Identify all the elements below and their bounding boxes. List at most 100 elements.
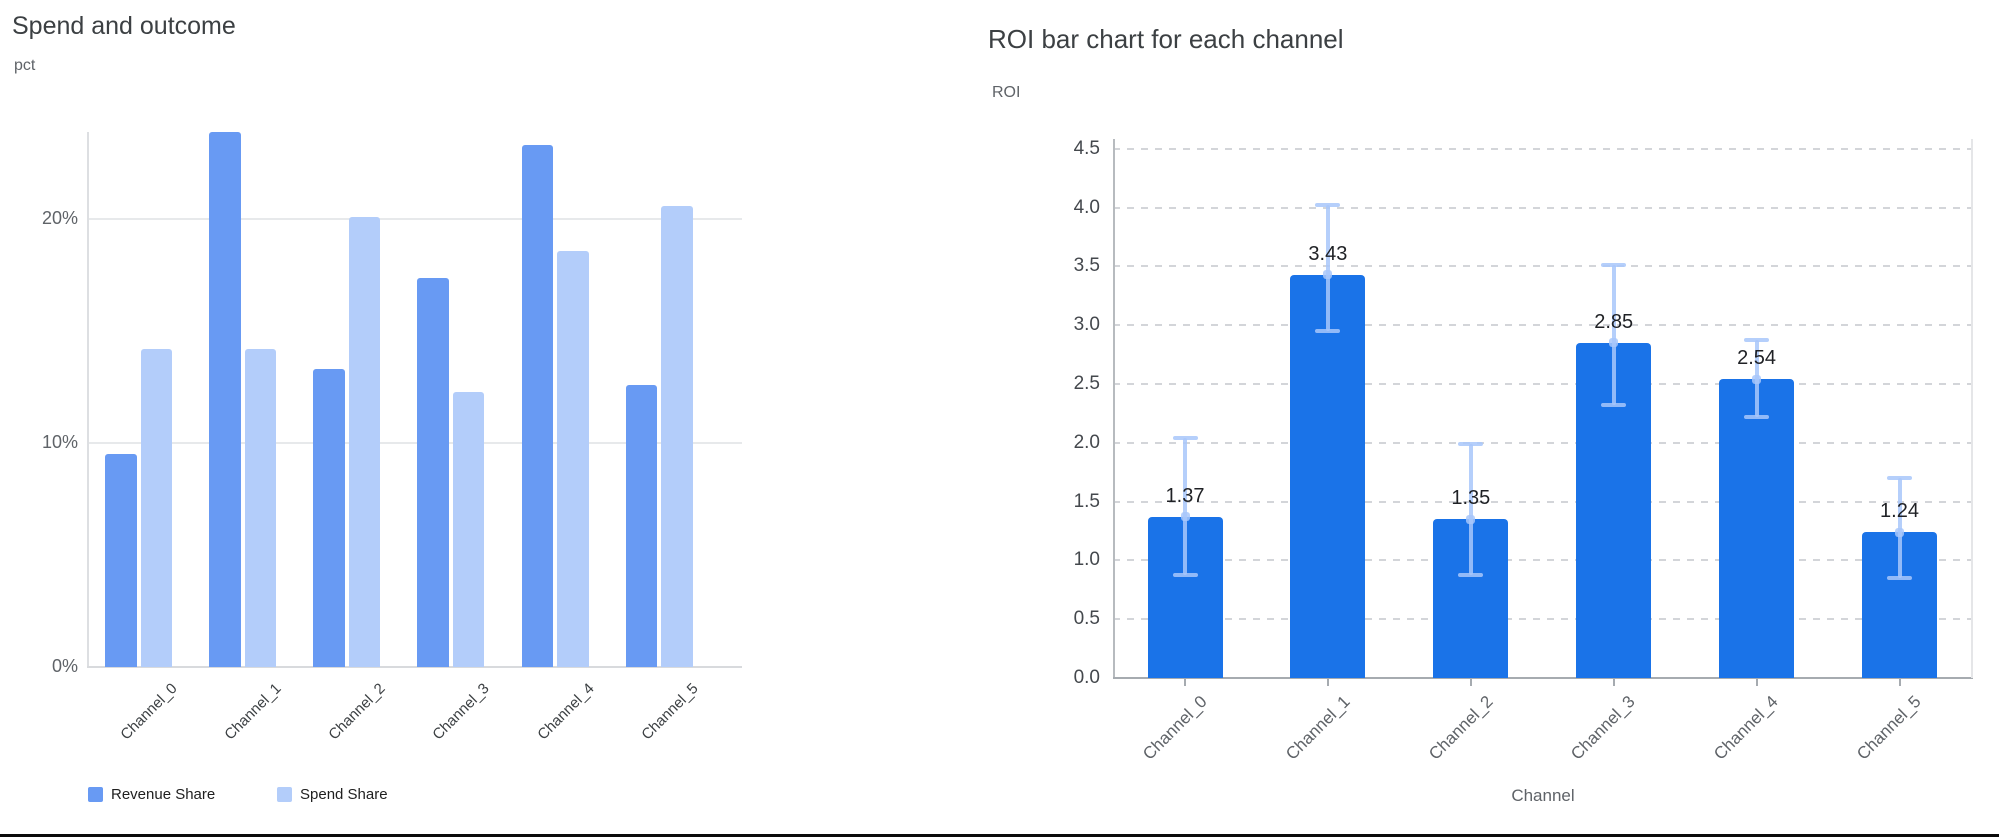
error-stem-channel_1 — [1325, 205, 1330, 332]
left-y-tick-20%: 20% — [41, 208, 78, 229]
right-gridline-1.5 — [1113, 500, 1973, 503]
bar-spend-share-channel_1 — [244, 349, 277, 667]
error-marker-channel_3 — [1609, 338, 1619, 348]
legend-swatch-revenue-share — [88, 786, 103, 802]
error-stem-channel_0 — [1183, 438, 1187, 575]
right-y-axis-line — [1113, 139, 1115, 678]
legend-item-revenue-share: Revenue Share — [88, 785, 216, 803]
roi-bar-channel_4 — [1719, 379, 1795, 678]
right-gridline-4.0 — [1113, 206, 1973, 209]
left-y-tick-10%: 10% — [41, 432, 78, 453]
right-x-label-channel_1: Channel_1 — [1281, 692, 1354, 764]
error-cap-top-channel_2 — [1458, 441, 1484, 446]
right-gridline-2.5 — [1113, 383, 1973, 385]
right-gridline-3.0 — [1113, 324, 1973, 327]
right-y-tick-2.0: 2.0 — [1073, 431, 1100, 453]
roi-value-label-channel_3: 2.85 — [1594, 310, 1634, 333]
bar-spend-share-channel_5 — [661, 205, 693, 667]
right-y-tick-1.0: 1.0 — [1073, 549, 1100, 571]
right-y-axis-unit-label: ROI — [992, 84, 1021, 101]
error-cap-bottom-channel_5 — [1887, 576, 1912, 581]
right-x-tick-channel_2 — [1469, 679, 1472, 686]
right-x-axis-line — [1113, 677, 1973, 679]
roi-value-label-channel_2: 1.35 — [1451, 487, 1491, 510]
error-marker-channel_1 — [1323, 270, 1333, 280]
right-gridline-3.5 — [1113, 265, 1973, 268]
legend-label-spend-share: Spend Share — [300, 785, 388, 803]
bar-revenue-share-channel_1 — [209, 132, 241, 667]
legend-label-revenue-share: Revenue Share — [111, 785, 216, 803]
error-marker-channel_5 — [1895, 527, 1904, 537]
error-cap-bottom-channel_4 — [1744, 414, 1770, 419]
error-cap-top-channel_4 — [1744, 338, 1770, 343]
right-x-label-channel_5: Channel_5 — [1853, 692, 1925, 764]
left-y-tick-0%: 0% — [51, 656, 78, 676]
right-x-label-channel_3: Channel_3 — [1567, 692, 1640, 764]
right-x-axis-title: Channel — [1511, 786, 1575, 805]
left-gridline-10% — [87, 442, 742, 445]
roi-value-label-channel_1: 3.43 — [1308, 242, 1348, 265]
roi-value-label-channel_4: 2.54 — [1737, 347, 1777, 370]
right-y-tick-4.0: 4.0 — [1073, 196, 1100, 218]
roi-value-label-channel_5: 1.24 — [1880, 500, 1919, 523]
bar-revenue-share-channel_4 — [521, 145, 554, 667]
right-y-tick-3.0: 3.0 — [1073, 314, 1100, 336]
right-y-tick-3.5: 3.5 — [1073, 255, 1100, 277]
right-x-label-channel_0: Channel_0 — [1138, 692, 1211, 764]
right-gridline-1.0 — [1113, 559, 1973, 562]
bar-revenue-share-channel_0 — [105, 454, 137, 667]
right-y-tick-4.5: 4.5 — [1073, 137, 1100, 159]
error-cap-top-channel_1 — [1315, 203, 1341, 208]
error-stem-channel_3 — [1611, 265, 1616, 406]
error-marker-channel_2 — [1466, 514, 1476, 524]
bar-spend-share-channel_0 — [140, 349, 172, 667]
bar-revenue-share-channel_2 — [313, 369, 345, 667]
right-x-tick-channel_5 — [1898, 679, 1901, 686]
error-cap-top-channel_3 — [1601, 263, 1627, 268]
roi-bar-channel_1 — [1290, 274, 1366, 678]
legend-swatch-spend-share — [277, 786, 292, 802]
error-stem-channel_2 — [1468, 443, 1473, 575]
left-x-axis-line — [87, 666, 742, 668]
error-marker-channel_0 — [1180, 512, 1190, 522]
bottom-divider — [0, 834, 1999, 837]
right-plot-right-border — [1971, 139, 1973, 678]
bar-revenue-share-channel_3 — [417, 277, 449, 667]
bar-spend-share-channel_4 — [557, 250, 589, 667]
left-gridline-20% — [87, 218, 742, 221]
left-y-axis-line — [87, 132, 89, 667]
right-x-label-channel_2: Channel_2 — [1424, 692, 1497, 764]
right-chart-title: ROI bar chart for each channel — [988, 24, 1344, 54]
right-y-tick-1.5: 1.5 — [1073, 490, 1100, 512]
right-y-tick-0.0: 0.0 — [1073, 667, 1100, 688]
roi-value-label-channel_0: 1.37 — [1165, 484, 1205, 507]
right-x-tick-channel_4 — [1755, 679, 1758, 686]
left-y-axis-unit-label: pct — [14, 57, 36, 74]
right-gridline-4.5 — [1113, 147, 1973, 150]
right-gridline-0.5 — [1113, 618, 1973, 621]
error-marker-channel_4 — [1752, 374, 1762, 384]
right-x-tick-channel_3 — [1612, 679, 1615, 686]
error-cap-bottom-channel_0 — [1172, 572, 1198, 577]
error-cap-bottom-channel_2 — [1458, 572, 1484, 577]
bar-spend-share-channel_2 — [348, 217, 381, 667]
error-cap-top-channel_5 — [1887, 476, 1912, 481]
right-x-tick-channel_0 — [1184, 679, 1186, 686]
error-cap-bottom-channel_1 — [1315, 329, 1341, 334]
right-y-tick-2.5: 2.5 — [1073, 373, 1100, 394]
right-y-tick-0.5: 0.5 — [1073, 608, 1100, 630]
right-x-tick-channel_1 — [1326, 679, 1329, 686]
error-cap-bottom-channel_3 — [1601, 403, 1627, 408]
legend-item-spend-share: Spend Share — [277, 785, 388, 803]
bar-spend-share-channel_3 — [452, 391, 485, 667]
right-x-label-channel_4: Channel_4 — [1710, 692, 1783, 764]
right-gridline-2.0 — [1113, 441, 1973, 444]
bar-revenue-share-channel_5 — [625, 384, 658, 667]
error-cap-top-channel_0 — [1172, 436, 1198, 441]
left-chart-title: Spend and outcome — [12, 12, 236, 40]
